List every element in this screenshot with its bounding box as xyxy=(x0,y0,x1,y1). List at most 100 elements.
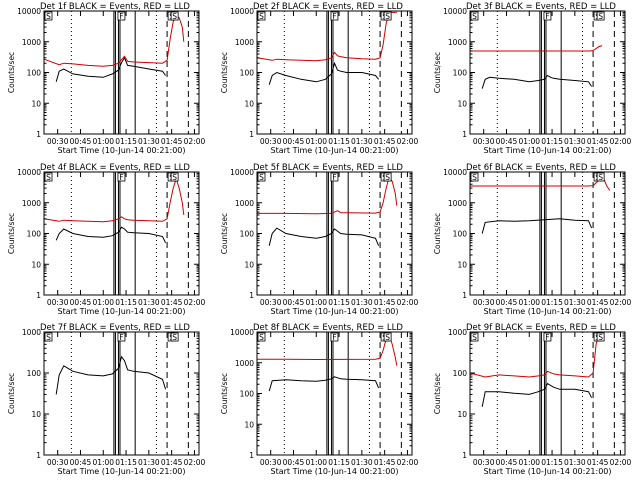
plot-frame xyxy=(43,331,200,456)
x-tick-label: 02:00 xyxy=(184,458,206,467)
flag-box xyxy=(44,332,53,342)
y-tick-label: 10 xyxy=(31,410,41,419)
y-axis-label: Counts/sec xyxy=(7,373,16,414)
flag-box xyxy=(257,11,266,21)
flag-label: F xyxy=(545,12,549,21)
x-tick-label: 00:30 xyxy=(473,137,495,146)
y-tick-label: 10000 xyxy=(230,7,254,16)
flag-label: F xyxy=(119,12,123,21)
flag-label: S xyxy=(259,333,264,342)
y-tick-label: 1000 xyxy=(22,328,41,337)
flag-box xyxy=(170,332,179,342)
y-tick-label: 10 xyxy=(457,260,467,269)
plot-frame xyxy=(469,171,626,296)
events-series-line xyxy=(481,218,593,234)
y-axis-label: Counts/sec xyxy=(220,373,229,414)
x-tick-label: 02:00 xyxy=(184,298,206,307)
x-tick-label: 01:00 xyxy=(92,458,114,467)
flag-label: F xyxy=(119,173,123,182)
x-tick-label: 00:45 xyxy=(283,458,305,467)
flag-box xyxy=(596,172,605,182)
chart-panel: 1 10 100 1000 10000 00:30 00:45 01:00 01:15 01:30… xyxy=(7,2,205,155)
flag-label: S xyxy=(259,173,264,182)
x-tick-label: 01:30 xyxy=(351,298,373,307)
y-tick-label: 100 xyxy=(27,369,42,378)
y-tick-label: 10000 xyxy=(17,168,41,177)
x-tick-label: 01:45 xyxy=(587,298,609,307)
x-tick-label: 01:45 xyxy=(587,458,609,467)
x-tick-label: 00:30 xyxy=(260,137,282,146)
x-tick-label: 01:15 xyxy=(115,298,137,307)
x-tick-label: 02:00 xyxy=(184,137,206,146)
x-tick-label: 01:15 xyxy=(328,458,350,467)
chart-panel: 1 10 100 1000 10000 00:30 00:45 01:00 01:15 01:30… xyxy=(220,2,418,155)
flag-label: F xyxy=(332,12,336,21)
x-tick-label: 02:00 xyxy=(397,458,419,467)
flag-box xyxy=(117,172,126,182)
flag-label: S xyxy=(472,333,477,342)
x-axis-label: Start Time (10-Jun-14 00:21:00) xyxy=(58,307,186,316)
plot-frame xyxy=(469,10,626,135)
y-tick-label: 1000 xyxy=(235,199,254,208)
lld-series-line xyxy=(470,45,603,52)
x-tick-label: 01:45 xyxy=(374,298,396,307)
flag-label: S xyxy=(598,333,603,342)
chart-panel: 1 10 100 1000 00:30 00:45 01:00 01:15 01:30 01:45… xyxy=(7,323,205,476)
x-tick-label: 01:00 xyxy=(518,458,540,467)
x-tick-label: 01:15 xyxy=(115,458,137,467)
x-tick-label: 01:15 xyxy=(541,137,563,146)
panel-title: Det 9f BLACK = Events, RED = LLD xyxy=(466,323,616,333)
x-tick-label: 00:30 xyxy=(473,298,495,307)
x-tick-label: 01:15 xyxy=(541,458,563,467)
x-tick-label: 01:30 xyxy=(138,137,160,146)
panel-title: Det 6f BLACK = Events, RED = LLD xyxy=(466,163,616,173)
x-tick-label: 02:00 xyxy=(397,137,419,146)
y-tick-label: 1000 xyxy=(22,199,41,208)
y-tick-label: 1000 xyxy=(22,38,41,47)
plot-frame xyxy=(256,10,413,135)
flag-label: S xyxy=(385,333,390,342)
y-tick-label: 100 xyxy=(240,230,255,239)
y-tick-label: 10000 xyxy=(443,7,467,16)
y-tick-label: 10000 xyxy=(230,168,254,177)
chart-panel: 1 10 100 1000 10000 00:30 00:45 01:00 01:15 01:30… xyxy=(220,163,418,316)
plot-frame xyxy=(256,331,413,456)
x-tick-label: 01:00 xyxy=(518,137,540,146)
x-tick-label: 02:00 xyxy=(610,458,632,467)
flag-label: S xyxy=(385,12,390,21)
flag-box xyxy=(257,332,266,342)
x-tick-label: 01:00 xyxy=(305,298,327,307)
y-tick-label: 100 xyxy=(240,390,255,399)
x-tick-label: 00:30 xyxy=(473,458,495,467)
flag-box xyxy=(596,11,605,21)
flag-box xyxy=(170,11,179,21)
y-tick-label: 1 xyxy=(36,291,41,300)
y-tick-label: 10 xyxy=(244,420,254,429)
events-series-line xyxy=(268,227,380,246)
y-tick-label: 100 xyxy=(27,69,42,78)
x-tick-label: 01:00 xyxy=(305,458,327,467)
x-tick-label: 01:15 xyxy=(328,298,350,307)
flag-box xyxy=(117,11,126,21)
x-tick-label: 00:30 xyxy=(47,298,69,307)
y-tick-label: 10 xyxy=(31,99,41,108)
y-tick-label: 100 xyxy=(240,69,255,78)
panel-title: Det 3f BLACK = Events, RED = LLD xyxy=(466,2,616,12)
flag-label: S xyxy=(598,12,603,21)
flag-box xyxy=(44,11,53,21)
events-series-line xyxy=(55,56,167,82)
chart-panel: 1 10 100 1000 10000 00:30 00:45 01:00 01:15 01:30… xyxy=(7,163,205,316)
flag-label: S xyxy=(46,173,51,182)
x-tick-label: 01:15 xyxy=(328,137,350,146)
x-axis-label: Start Time (10-Jun-14 00:21:00) xyxy=(58,467,186,476)
lld-series-line xyxy=(469,331,603,378)
flag-box xyxy=(470,172,479,182)
y-tick-label: 1 xyxy=(249,130,254,139)
chart-panel: 1 10 100 1000 10000 00:30 00:45 01:00 01:15 01:30… xyxy=(433,163,631,316)
panel-title: Det 4f BLACK = Events, RED = LLD xyxy=(40,163,190,173)
flag-box xyxy=(543,332,552,342)
x-tick-label: 01:45 xyxy=(161,137,183,146)
x-tick-label: 01:30 xyxy=(564,458,586,467)
y-axis-label: Counts/sec xyxy=(7,213,16,254)
events-series-line xyxy=(481,74,593,89)
